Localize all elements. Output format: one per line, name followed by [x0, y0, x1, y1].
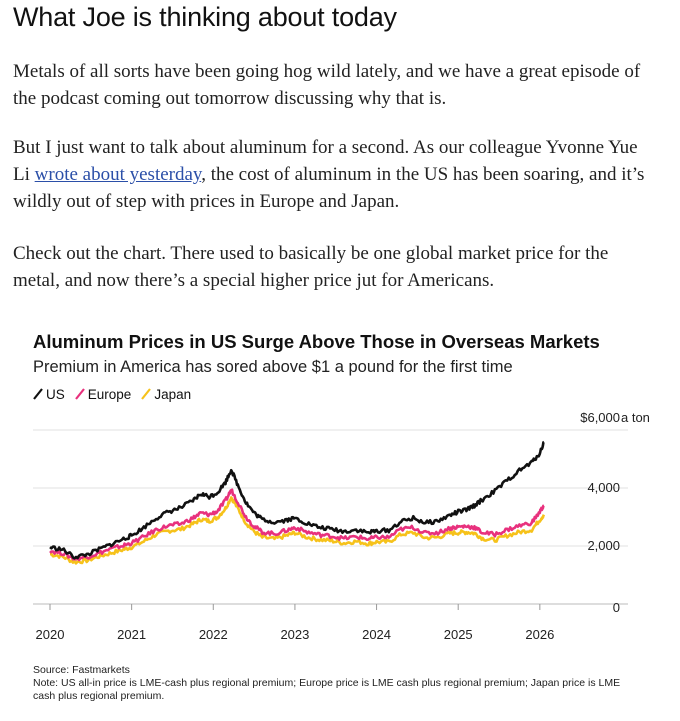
paragraph-chart-intro: Check out the chart. There used to basic…	[13, 243, 609, 291]
legend-swatch-us	[33, 388, 43, 400]
x-tick-label-2023: 2023	[280, 627, 309, 642]
page-title: What Joe is thinking about today	[13, 2, 397, 32]
chart-gridlines	[33, 429, 628, 605]
chart-subtitle: Premium in America has sored above $1 a …	[33, 358, 513, 376]
chart-x-axis: 2020 2021 2022 2023 2024 2025 2026	[36, 604, 554, 642]
chart-title: Aluminum Prices in US Surge Above Those …	[33, 331, 600, 352]
paragraph-aluminum-text-end: , the cost of aluminum in the US has bee…	[13, 164, 645, 212]
x-tick-label-2024: 2024	[362, 627, 391, 642]
chart-series	[49, 440, 546, 565]
legend-swatch-europe	[74, 388, 85, 400]
x-tick-label-2026: 2026	[525, 627, 554, 642]
y-tick-label-4000: 4,000	[587, 480, 620, 495]
chart-legend: US Europe Japan	[33, 385, 201, 403]
x-tick-label-2021: 2021	[117, 627, 146, 642]
series-line-europe	[49, 488, 545, 562]
x-tick-label-2022: 2022	[199, 627, 228, 642]
chart-note: Note: US all-in price is LME-cash plus r…	[33, 677, 621, 702]
y-unit-label: a ton	[621, 410, 650, 425]
legend-label-japan: Japan	[154, 386, 192, 402]
x-tick-label-2025: 2025	[444, 627, 473, 642]
legend-item-us: US	[33, 387, 65, 402]
paragraph-aluminum: But I just want to talk about aluminum f…	[13, 134, 658, 215]
legend-item-europe: Europe	[74, 386, 132, 402]
chart-y-axis: $6,000 a ton 4,000 2,000 0	[580, 410, 650, 615]
series-line-japan	[50, 496, 546, 565]
y-tick-label-2000: 2,000	[587, 538, 620, 553]
paragraph-intro: Metals of all sorts have been going hog …	[13, 61, 641, 109]
chart-source: Source: Fastmarkets	[33, 664, 130, 676]
legend-label-europe: Europe	[87, 386, 132, 402]
x-tick-label-2020: 2020	[36, 627, 65, 642]
legend-item-japan: Japan	[141, 387, 191, 402]
legend-label-us: US	[46, 386, 65, 402]
legend-swatch-japan	[141, 388, 152, 400]
y-tick-label-6000: $6,000	[580, 410, 620, 425]
paragraph-aluminum-text-start: But I just want to talk about aluminum f…	[13, 137, 638, 185]
y-tick-label-0: 0	[613, 600, 620, 615]
series-line-us	[49, 440, 545, 560]
wrote-about-yesterday-link[interactable]: wrote about yesterday	[34, 164, 202, 185]
